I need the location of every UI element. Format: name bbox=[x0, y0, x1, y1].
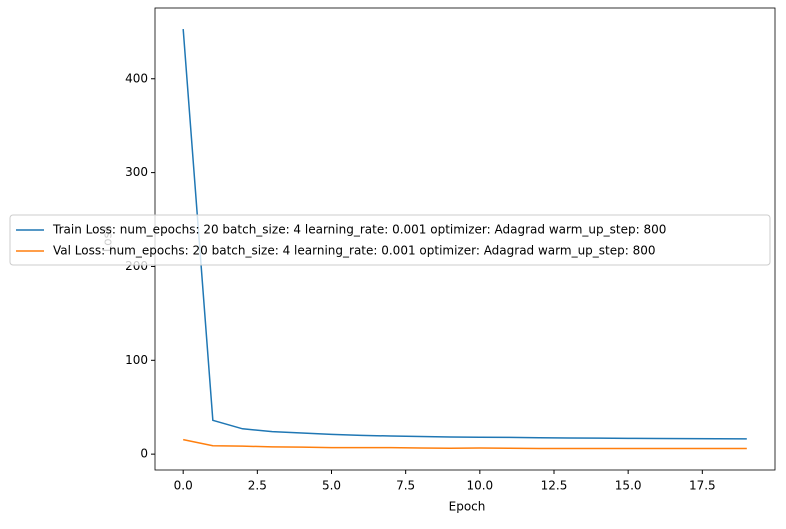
x-tick-label: 17.5 bbox=[689, 479, 716, 493]
legend-box bbox=[9, 214, 771, 266]
x-tick-label: 12.5 bbox=[541, 479, 568, 493]
y-tick-label: 400 bbox=[125, 71, 148, 85]
x-tick-label: 5.0 bbox=[322, 479, 341, 493]
x-tick-label: 15.0 bbox=[615, 479, 642, 493]
legend-label: Val Loss: num_epochs: 20 batch_size: 4 l… bbox=[53, 244, 656, 258]
y-tick-label: 100 bbox=[125, 353, 148, 367]
x-axis-label: Epoch bbox=[449, 500, 486, 514]
legend-label: Train Loss: num_epochs: 20 batch_size: 4… bbox=[52, 223, 666, 237]
x-tick-label: 10.0 bbox=[466, 479, 493, 493]
data-line bbox=[182, 28, 747, 440]
x-tick-label: 2.5 bbox=[248, 479, 267, 493]
x-tick-label: 0.0 bbox=[174, 479, 193, 493]
x-tick-label: 7.5 bbox=[396, 479, 415, 493]
y-tick-label: 300 bbox=[125, 165, 148, 179]
y-tick-label: 0 bbox=[140, 447, 148, 461]
data-line bbox=[183, 438, 747, 450]
